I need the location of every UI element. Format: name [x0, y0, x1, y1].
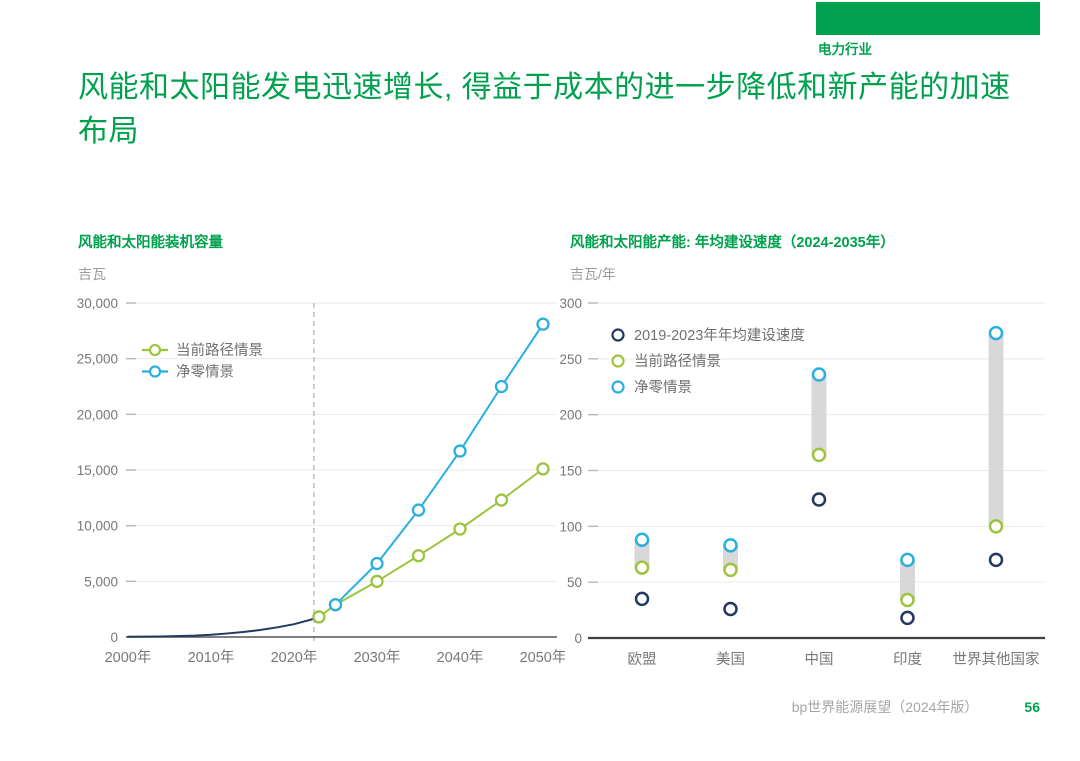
x-tick-label: 2010年	[188, 649, 235, 666]
footer-page-number: 56	[1024, 699, 1040, 715]
y-tick-label: 25,000	[77, 352, 118, 367]
dot-净零情景-世界其他国家	[988, 325, 1004, 341]
dot-2019-2023年年均建设速度-中国	[811, 492, 827, 507]
legend-marker	[611, 354, 625, 368]
left-chart-unit: 吉瓦	[78, 266, 106, 282]
section-color-bar	[816, 2, 1040, 35]
legend-label: 净零情景	[176, 364, 234, 381]
category-label: 欧盟	[628, 651, 657, 668]
category-label: 印度	[893, 651, 922, 668]
dot-净零情景-中国	[811, 367, 827, 382]
dot-当前路径情景-欧盟	[634, 560, 650, 575]
dot-当前路径情景-世界其他国家	[988, 519, 1004, 534]
data-point-净零情景	[370, 556, 384, 571]
y-tick-label: 300	[560, 296, 582, 311]
y-tick-label: 0	[574, 631, 582, 646]
series-line-历史	[127, 615, 320, 638]
y-tick-label: 250	[560, 352, 582, 367]
range-bar-印度	[900, 559, 915, 601]
legend-marker	[611, 380, 625, 394]
range-bar-欧盟	[634, 539, 650, 568]
dot-2019-2023年年均建设速度-美国	[723, 601, 738, 617]
category-label: 美国	[716, 651, 745, 668]
y-tick-label: 0	[110, 630, 118, 645]
dot-净零情景-印度	[900, 552, 915, 568]
right-chart-title: 风能和太阳能产能: 年均建设速度（2024-2035年）	[570, 235, 895, 251]
dot-当前路径情景-美国	[723, 562, 738, 578]
legend-label: 当前路径情景	[176, 342, 263, 359]
y-tick-label: 20,000	[77, 407, 118, 422]
data-point-净零情景	[328, 598, 343, 612]
legend-marker	[611, 328, 625, 342]
y-tick-label: 150	[560, 464, 582, 479]
y-tick-label: 200	[560, 408, 582, 423]
capacity-line-chart: 5,000 10,000 15,000 20,000 25,000 30,000 0 2000…	[77, 296, 565, 666]
dot-当前路径情景-印度	[900, 592, 915, 608]
left-chart-title: 风能和太阳能装机容量	[78, 235, 223, 251]
footer-source: bp世界能源展望（2024年版）	[791, 699, 979, 715]
x-tick-label: 2000年	[105, 649, 152, 666]
legend-label: 2019-2023年年均建设速度	[634, 327, 805, 344]
dot-2019-2023年年均建设速度-欧盟	[634, 591, 650, 607]
data-point-当前路径情景	[494, 493, 509, 507]
x-tick-label: 2030年	[354, 649, 401, 666]
range-bar-世界其他国家	[988, 333, 1004, 527]
data-point-当前路径情景	[536, 462, 550, 476]
y-tick-label: 100	[560, 519, 582, 534]
legend-label: 净零情景	[634, 379, 692, 396]
dot-2019-2023年年均建设速度-印度	[900, 610, 915, 626]
right-chart-unit: 吉瓦/年	[570, 266, 616, 282]
legend-marker	[148, 365, 162, 378]
dot-当前路径情景-中国	[811, 447, 827, 463]
legend-marker	[148, 343, 162, 357]
section-tag: 电力行业	[818, 42, 872, 57]
dot-净零情景-欧盟	[634, 532, 650, 547]
y-tick-label: 50	[567, 575, 582, 590]
y-tick-label: 15,000	[77, 463, 118, 478]
range-bar-中国	[811, 374, 827, 455]
series-line-净零情景	[334, 323, 544, 606]
x-tick-label: 2040年	[437, 649, 484, 666]
x-tick-label: 2050年	[520, 649, 565, 666]
category-label: 世界其他国家	[953, 651, 1040, 668]
data-point-净零情景	[494, 379, 509, 394]
data-point-当前路径情景	[453, 522, 467, 536]
data-point-当前路径情景	[370, 574, 384, 588]
data-point-净零情景	[453, 444, 467, 458]
dot-2019-2023年年均建设速度-世界其他国家	[988, 552, 1004, 568]
dot-净零情景-美国	[723, 538, 738, 553]
data-point-净零情景	[411, 503, 426, 517]
y-tick-label: 10,000	[77, 519, 118, 534]
x-tick-label: 2020年	[271, 649, 318, 666]
y-tick-label: 5,000	[84, 574, 118, 589]
data-point-当前路径情景	[312, 610, 326, 624]
category-label: 中国	[805, 651, 834, 668]
page-footer: bp世界能源展望（2024年版） 56	[792, 697, 1040, 717]
build-rate-dot-chart: 50 100 150 200 250 300 0 欧盟 美国 中国 印度 世界其他国家 2019-202…	[560, 296, 1045, 668]
page-title: 风能和太阳能发电迅速增长, 得益于成本的进一步降低和新产能的加速布局	[78, 71, 1011, 148]
legend-label: 当前路径情景	[634, 353, 721, 370]
data-point-当前路径情景	[411, 549, 426, 563]
y-tick-label: 30,000	[77, 296, 118, 311]
data-point-净零情景	[536, 317, 550, 331]
